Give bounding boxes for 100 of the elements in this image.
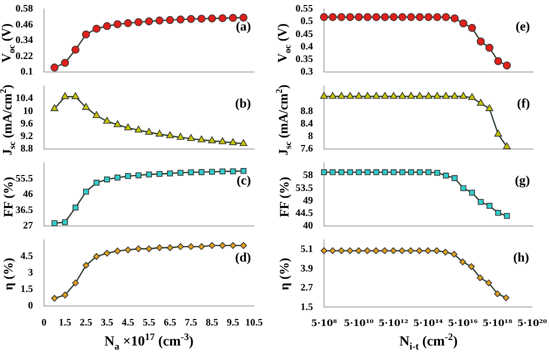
x-tick-label: 9.5 [226, 318, 240, 329]
point [502, 294, 510, 302]
point [104, 250, 110, 257]
y-tick-label: 55.5 [16, 173, 33, 184]
point [134, 18, 142, 26]
point [329, 247, 336, 254]
point [337, 13, 346, 22]
point [209, 168, 215, 175]
point [62, 219, 68, 226]
point [346, 13, 354, 22]
point [208, 242, 216, 249]
point [124, 19, 132, 28]
y-tick-label: 8 [308, 130, 313, 142]
y-axis-title: η (%) [0, 257, 16, 290]
point [93, 253, 100, 260]
y-tick-label: 8.8 [20, 144, 33, 155]
point [176, 132, 184, 140]
point [188, 243, 194, 250]
point [135, 245, 142, 252]
point [372, 247, 380, 254]
point [62, 292, 68, 298]
y-tick-label: 0.22 [16, 50, 33, 62]
point [61, 58, 69, 67]
point [166, 131, 174, 138]
point [442, 92, 450, 99]
y-tick-label: 58 [303, 170, 313, 182]
point [468, 24, 476, 32]
point [450, 250, 458, 258]
x-tick-label: 5·10¹⁶ [448, 318, 478, 329]
point [476, 98, 485, 106]
point [459, 19, 468, 28]
x-tick-label: 3.5 [100, 318, 114, 329]
x-tick-label: 2.5 [80, 318, 92, 329]
y-tick-label: 2.7 [300, 282, 313, 294]
point [476, 38, 485, 46]
point [442, 172, 449, 179]
point [416, 247, 423, 254]
point [114, 20, 122, 28]
y-tick-label: 3 [28, 268, 33, 279]
x-tick-label: 10.5 [245, 318, 263, 329]
point [320, 13, 328, 22]
point [320, 92, 328, 99]
x-tick-label: 8.5 [206, 318, 218, 329]
point [82, 262, 90, 269]
point [220, 168, 226, 174]
annotation: (e) [516, 18, 530, 34]
point [424, 13, 432, 22]
point [433, 247, 440, 254]
point [390, 247, 397, 254]
point [114, 248, 121, 254]
point [218, 137, 226, 144]
y-tick-label: 0.3 [300, 66, 313, 78]
point [450, 14, 459, 22]
point [380, 13, 389, 22]
y-tick-label: 9.2 [20, 130, 33, 142]
point [156, 130, 164, 137]
x-tick-label: 5·10⁸ [311, 318, 337, 329]
y-tick-label: 49 [303, 195, 313, 206]
y-tick-label: 0.45 [296, 28, 313, 40]
point [355, 247, 362, 254]
point [502, 61, 511, 70]
point [146, 245, 152, 252]
point [390, 92, 398, 99]
point [398, 247, 406, 254]
point [390, 169, 397, 176]
point [92, 111, 100, 118]
point [364, 247, 371, 254]
point [452, 175, 458, 182]
annotation: (b) [235, 95, 251, 110]
point [82, 30, 90, 38]
point [372, 13, 380, 22]
y-axis-title: FF (%) [0, 176, 16, 217]
point [381, 247, 388, 254]
point [407, 13, 416, 22]
point [328, 13, 337, 22]
point [187, 134, 195, 142]
point [468, 263, 475, 270]
point [198, 243, 205, 250]
point [354, 92, 363, 99]
point [188, 169, 194, 176]
point [178, 170, 184, 176]
y-tick-label: 1.5 [300, 302, 313, 313]
y-tick-label: 0.46 [16, 19, 33, 30]
point [459, 92, 468, 99]
point [468, 93, 476, 100]
point [399, 169, 406, 176]
y-tick-label: 10 [23, 106, 33, 117]
point [94, 180, 100, 186]
point [240, 139, 248, 146]
point [114, 120, 122, 128]
point [460, 185, 466, 192]
point [240, 14, 248, 22]
point [494, 290, 501, 298]
point [338, 247, 345, 254]
annotation: (c) [236, 172, 251, 188]
point [495, 210, 502, 216]
point [156, 170, 162, 177]
point [356, 169, 362, 176]
point [82, 103, 90, 110]
y-tick-label: 0.5 [300, 16, 313, 28]
